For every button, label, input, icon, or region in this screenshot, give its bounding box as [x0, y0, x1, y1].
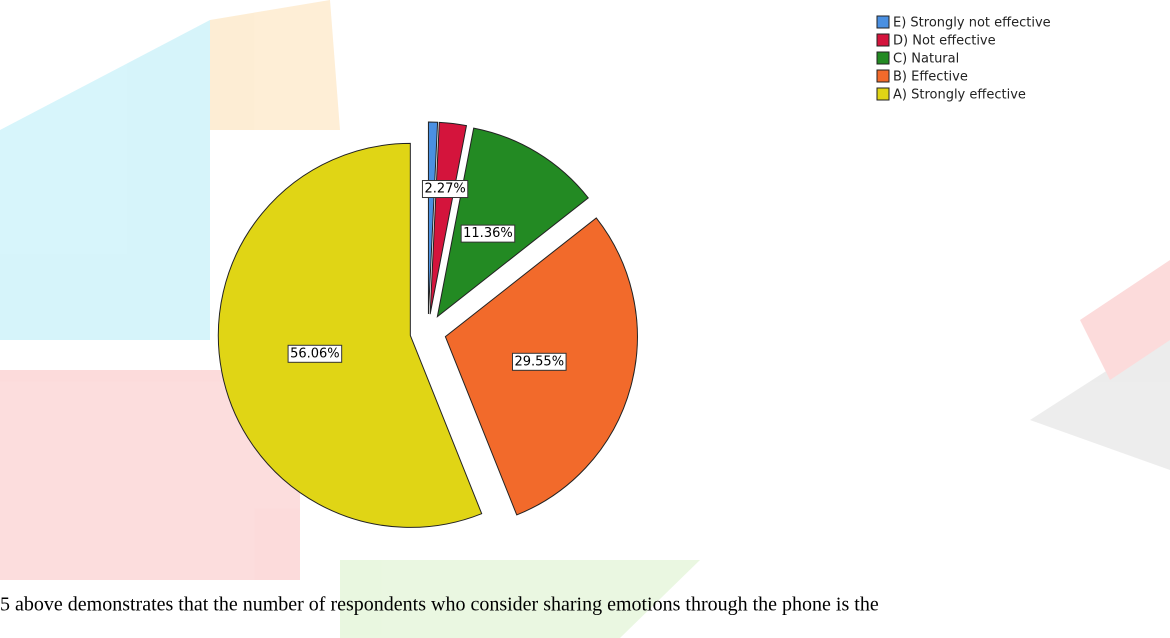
- pie-slice: [429, 121, 468, 315]
- legend-label: A) Strongly effective: [893, 88, 1026, 103]
- legend-label: B) Effective: [893, 70, 968, 85]
- pie-slice: [436, 127, 589, 318]
- data-label-box: [511, 352, 567, 371]
- paragraph: 5 above demonstrates that the number of …: [0, 594, 879, 616]
- pie-slice: [217, 142, 483, 528]
- legend-label: D) Not effective: [893, 34, 996, 49]
- legend-swatch: [876, 87, 890, 101]
- data-label: 11.36%: [463, 226, 513, 241]
- pie-slice: [427, 121, 439, 315]
- legend-swatch: [876, 69, 890, 83]
- legend-label: E) Strongly not effective: [893, 16, 1051, 31]
- legend-swatch: [876, 33, 890, 47]
- legend-swatch: [876, 15, 890, 29]
- data-label: 29.55%: [514, 354, 564, 369]
- legend-label: C) Natural: [893, 52, 959, 67]
- data-label-box: [287, 344, 343, 363]
- data-label-box: [421, 180, 469, 199]
- data-label-box: [460, 224, 516, 243]
- legend-swatch: [876, 51, 890, 65]
- data-label: 2.27%: [424, 182, 465, 197]
- data-label: 56.06%: [290, 346, 340, 361]
